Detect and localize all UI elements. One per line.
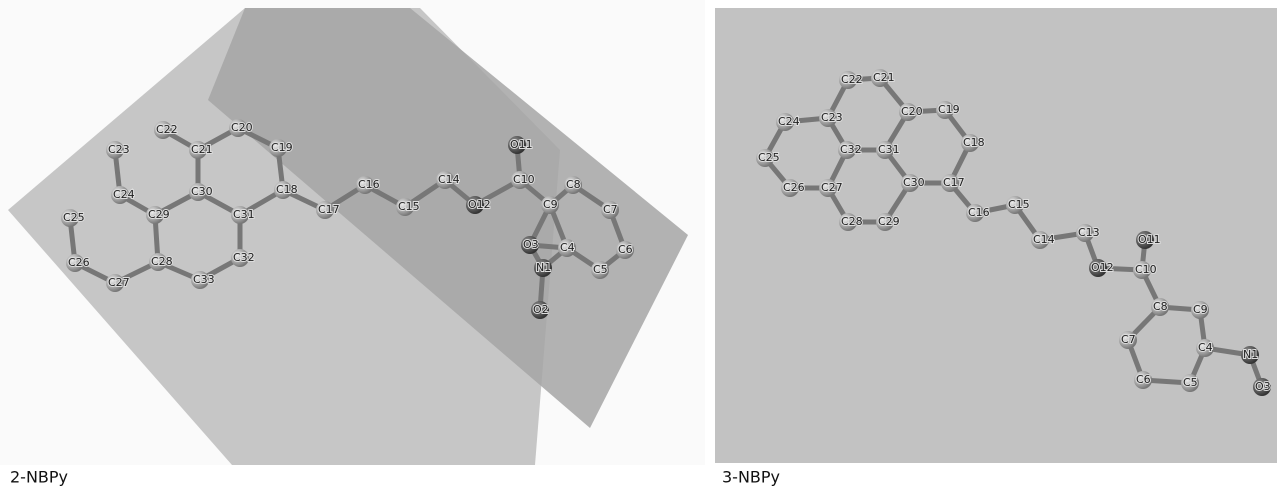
atom-label: C13 <box>1078 226 1100 239</box>
atom-label: C25 <box>758 151 780 164</box>
atom-label: C14 <box>1033 233 1055 246</box>
atom-label: C32 <box>840 143 862 156</box>
atom-label: O3 <box>1255 380 1271 393</box>
atom-label: O3 <box>523 238 539 251</box>
atom-label: C21 <box>873 71 895 84</box>
atom-label: C21 <box>191 143 213 156</box>
atom-label: C28 <box>841 215 863 228</box>
atom-label: C19 <box>271 141 293 154</box>
atom-label: C18 <box>963 136 985 149</box>
atom-label: C26 <box>68 256 90 269</box>
atom-label: C32 <box>233 251 255 264</box>
atom-label: N1 <box>536 261 551 274</box>
atom-label: C4 <box>1198 341 1213 354</box>
atom-label: C19 <box>938 103 960 116</box>
atom-label: C17 <box>318 203 340 216</box>
atom-label: C27 <box>108 276 130 289</box>
atom-label: C14 <box>438 173 460 186</box>
atom-label: C27 <box>821 181 843 194</box>
atom-label: C10 <box>1135 263 1157 276</box>
atom-label: C16 <box>968 206 990 219</box>
atom-label: O11 <box>1138 233 1161 246</box>
panel-background <box>715 8 1277 463</box>
atom-label: C9 <box>543 198 558 211</box>
atom-label: C31 <box>878 143 900 156</box>
atom-label: C29 <box>148 208 170 221</box>
atom-label: C24 <box>113 188 135 201</box>
atom-label: C16 <box>358 178 380 191</box>
atom-label: O11 <box>510 138 533 151</box>
atom-label: C18 <box>276 183 298 196</box>
atom-label: C31 <box>233 208 255 221</box>
atom-label: C26 <box>783 181 805 194</box>
atom-label: C6 <box>618 243 633 256</box>
atom-label: C25 <box>63 211 85 224</box>
atom-label: C9 <box>1193 303 1208 316</box>
atom-label: C23 <box>821 111 843 124</box>
atom-label: C6 <box>1136 373 1151 386</box>
atom-label: C7 <box>1121 333 1136 346</box>
atom-label: C24 <box>778 115 800 128</box>
caption: 2-NBPy <box>10 468 68 487</box>
atom-label: C5 <box>593 263 608 276</box>
atom-label: O2 <box>533 303 549 316</box>
atom-label: O12 <box>468 198 491 211</box>
atom-label: C17 <box>943 176 965 189</box>
atom-label: C29 <box>878 215 900 228</box>
atom-label: C15 <box>1008 198 1030 211</box>
atom-label: C22 <box>156 123 178 136</box>
atom-label: C23 <box>108 143 130 156</box>
atom-label: C7 <box>603 203 618 216</box>
atom-label: N1 <box>1243 348 1258 361</box>
atom-label: C4 <box>560 241 575 254</box>
caption: 3-NBPy <box>722 468 780 487</box>
atom-label: C28 <box>151 255 173 268</box>
atom-label: C30 <box>903 176 925 189</box>
atom-label: C8 <box>566 178 581 191</box>
atom-label: C8 <box>1153 300 1168 313</box>
atom-label: C30 <box>191 185 213 198</box>
atom-label: C5 <box>1183 376 1198 389</box>
atom-label: C22 <box>841 73 863 86</box>
atom-label: C33 <box>193 273 215 286</box>
atom-label: C20 <box>231 121 253 134</box>
atom-label: C10 <box>513 173 535 186</box>
atom-label: O12 <box>1091 261 1114 274</box>
atom-label: C15 <box>398 200 420 213</box>
atom-label: C20 <box>901 105 923 118</box>
figure: C22 C20 C23 C21 C19 C24 C30 C18 C25 C29 C31 C17 C16 C… <box>0 0 1277 487</box>
